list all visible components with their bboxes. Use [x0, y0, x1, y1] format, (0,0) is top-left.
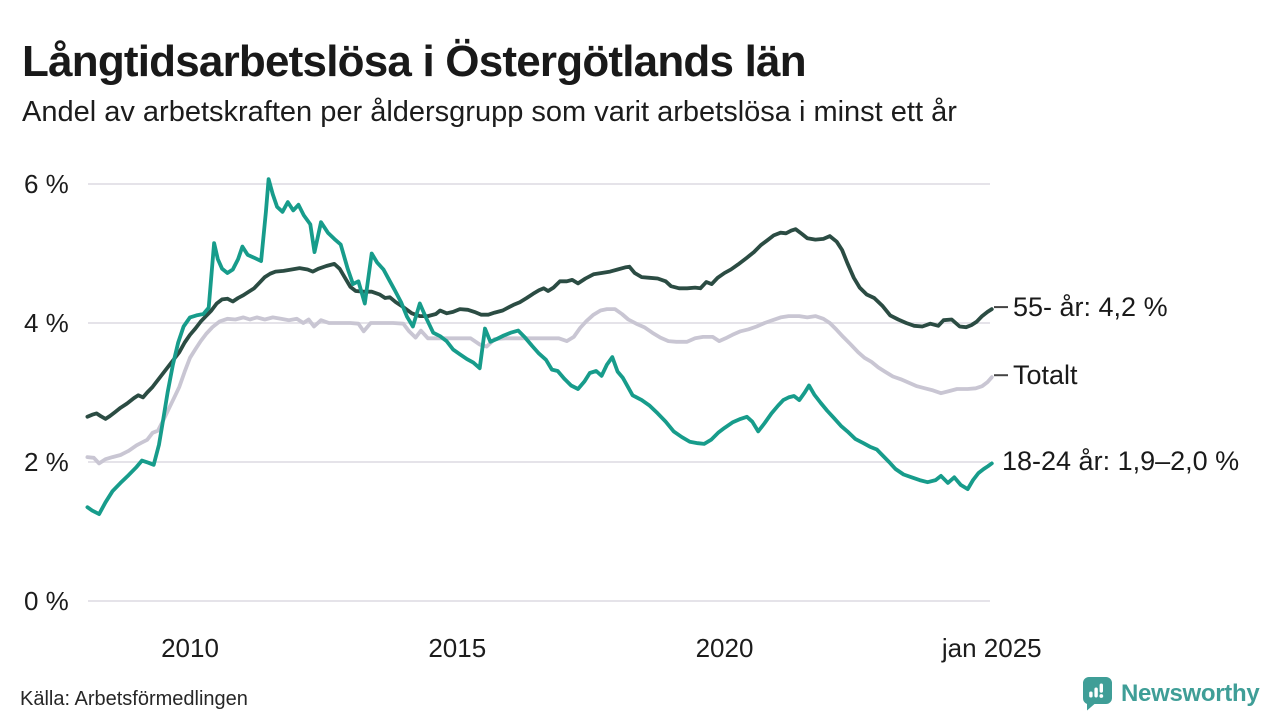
series-label-55-plus: 55- år: 4,2 %	[1013, 292, 1168, 323]
page-title: Långtidsarbetslösa i Östergötlands län	[22, 37, 807, 87]
series-line-1	[85, 307, 994, 466]
y-tick-label-2: 2 %	[24, 447, 69, 477]
x-tick-label-2015: 2015	[428, 633, 486, 663]
series-line-2	[85, 177, 994, 516]
series-label-18-24: 18-24 år: 1,9–2,0 %	[1002, 446, 1240, 477]
x-tick-label-2025: jan 2025	[941, 633, 1042, 663]
x-tick-label-2020: 2020	[696, 633, 754, 663]
bar-chart-speech-bubble-icon	[1082, 676, 1113, 711]
y-tick-label-4: 4 %	[24, 308, 69, 338]
brand-name: Newsworthy	[1121, 679, 1260, 707]
x-tick-label-2010: 2010	[161, 633, 219, 663]
newsworthy-brand: Newsworthy	[1082, 676, 1260, 711]
series-label-totalt: Totalt	[1013, 360, 1078, 391]
y-tick-label-0: 0 %	[24, 586, 69, 616]
series-line-0	[85, 227, 994, 421]
chart-subtitle: Andel av arbetskraften per åldersgrupp s…	[22, 96, 957, 128]
y-tick-label-6: 6 %	[24, 169, 69, 199]
source-note: Källa: Arbetsförmedlingen	[20, 688, 248, 710]
